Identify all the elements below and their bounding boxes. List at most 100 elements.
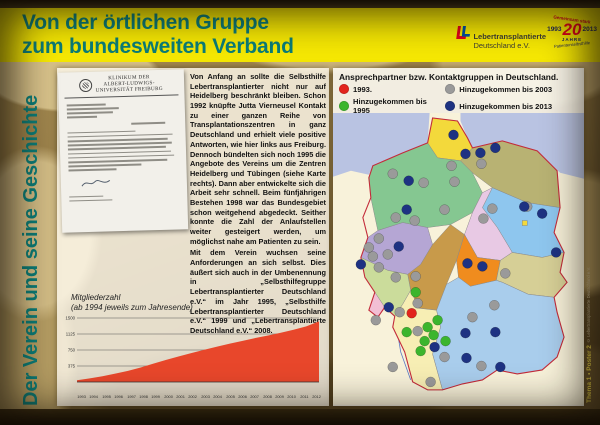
chart-year-label: 2007 (250, 394, 260, 399)
legend-item-blue: Hinzugekommen bis 2013 (445, 97, 578, 115)
poster-number-label: Thema 1 • Poster 2 (586, 345, 593, 403)
chart-year-label: 2008 (262, 394, 272, 399)
contact-dot-green (428, 329, 439, 341)
contact-dot-gray (425, 376, 436, 388)
contact-dot-gray (489, 299, 500, 311)
poster-title: Von der örtlichen Gruppe zum bundesweite… (22, 11, 294, 58)
contact-dot-blue (383, 301, 395, 313)
contact-dot-gray (382, 249, 394, 260)
poster-title-line2: zum bundesweiten Verband (22, 35, 294, 58)
legend-item-gray: Hinzugekommen bis 2003 (445, 84, 578, 94)
contact-dot-gray (449, 176, 460, 187)
chart-x-axis-labels: 1993 1994 1995 1996 1997 1998 1999 2000 2001 2002… (77, 394, 321, 399)
legend-label-gray: Hinzugekommen bis 2003 (459, 84, 553, 94)
map-panel: Ansprechpartner bzw. Kontaktgruppen in D… (333, 68, 584, 406)
legend-dot-red (339, 84, 349, 94)
contact-dot-blue (460, 327, 471, 339)
article-paragraph: Von Anfang an sollte die Selbsthilfe Leb… (190, 72, 326, 246)
copyright-label: © Lebertransplantierte Deutschland e.V. (586, 266, 591, 344)
contact-dot-green (422, 321, 433, 333)
germany-map (333, 113, 584, 405)
contact-dot-gray (394, 306, 405, 318)
contact-dot-gray (409, 215, 420, 226)
contact-dot-gray (478, 213, 489, 224)
badge-jahre: JAHRE (561, 37, 583, 43)
contact-dot-gray (387, 168, 398, 179)
svg-text:750: 750 (68, 348, 76, 353)
contact-dot-gray (412, 298, 423, 309)
chart-year-label: 1997 (126, 394, 136, 399)
svg-text:1500: 1500 (65, 316, 75, 321)
contact-dot-blue (461, 352, 472, 364)
contact-dot-blue (518, 201, 530, 212)
letter-signature (81, 172, 181, 193)
chart-year-label: 1994 (89, 394, 99, 399)
contact-dot-gray (363, 242, 375, 253)
letter-body-lines (65, 129, 180, 172)
contact-dot-blue (401, 204, 412, 215)
article-paragraph: Mit dem Verein wuchsen seine Anforderung… (190, 248, 326, 335)
chart-year-label: 1993 (77, 394, 86, 399)
legend-item-red: 1993. (339, 84, 445, 94)
contact-dot-blue (477, 261, 488, 272)
legend-label-blue: Hinzugekommen bis 2013 (459, 101, 553, 111)
contact-dot-gray (487, 203, 498, 214)
svg-text:375: 375 (68, 364, 76, 369)
legend-dot-green (339, 101, 349, 111)
chart-year-label: 2003 (200, 394, 210, 399)
contact-dot-gray (476, 158, 487, 170)
chart-year-label: 2010 (287, 394, 297, 399)
header-band: Von der örtlichen Gruppe zum bundesweite… (0, 8, 600, 62)
chart-title: Mitgliederzahl (71, 293, 121, 302)
membership-chart: Mitgliederzahl (ab 1994 jeweils zum Jahr… (63, 291, 323, 401)
badge-year-right: 2013 (582, 26, 597, 34)
baltic-sea (460, 113, 584, 179)
contact-dot-gray (476, 360, 487, 372)
germany-border (360, 117, 568, 391)
svg-text:1125: 1125 (66, 332, 76, 337)
contact-dot-gray (410, 271, 421, 282)
contact-dot-blue (550, 247, 562, 258)
berlin-marker (522, 220, 528, 226)
legend-dot-gray (445, 84, 456, 94)
map-legend-title: Ansprechpartner bzw. Kontaktgruppen in D… (339, 72, 559, 82)
chart-year-label: 2002 (188, 394, 198, 399)
contact-dot-blue (355, 259, 367, 270)
contact-dot-blue (536, 208, 548, 219)
contact-dot-gray (467, 311, 478, 323)
contact-dot-gray (373, 262, 385, 273)
contact-dot-blue (429, 341, 440, 353)
contact-dot-gray (367, 251, 379, 262)
contact-dot-green (410, 287, 421, 298)
chart-year-label: 1996 (114, 394, 124, 399)
chart-subtitle: (ab 1994 jeweils zum Jahresende) (71, 302, 193, 312)
contact-dot-green (432, 314, 443, 326)
org-name-line2: Deutschland e.V. (473, 40, 530, 50)
letter-date-line (65, 121, 179, 126)
chart-year-label: 2004 (213, 394, 223, 399)
side-vertical-title: Der Verein und seine Geschichte (20, 94, 42, 406)
legend-label-green: Hinzugekommen bis 1995 (353, 97, 427, 115)
anniversary-badge: Gemeinsam stark 1993 20 2013 JAHRE Patie… (547, 14, 597, 57)
footer-credit: Thema 1 • Poster 2 © Lebertransplantiert… (586, 233, 593, 403)
chart-year-label: 1999 (151, 394, 161, 399)
letterhead: KLINIKUM DER ALBERT-LUDWIGS- UNIVERSITÄT… (63, 74, 179, 99)
contact-dot-gray (439, 351, 450, 363)
org-logo-icon (456, 25, 471, 39)
north-sea (333, 113, 430, 177)
letter-sender-lines (67, 193, 181, 202)
contact-dot-red (406, 307, 417, 319)
legend-label-red: 1993. (353, 84, 373, 94)
contact-dot-gray (390, 212, 401, 223)
contact-dot-gray (500, 268, 511, 279)
contact-dot-blue (462, 258, 473, 269)
contact-dot-blue (475, 147, 486, 159)
contact-dot-gray (439, 204, 450, 215)
contact-dot-blue (403, 175, 414, 186)
article-text: Von Anfang an sollte die Selbsthilfe Leb… (190, 72, 326, 338)
contact-dot-green (440, 335, 451, 347)
legend-dot-blue (445, 101, 456, 111)
contact-dot-blue (490, 326, 501, 338)
contact-dot-gray (387, 361, 398, 373)
freiburg-letter: KLINIKUM DER ALBERT-LUDWIGS- UNIVERSITÄT… (57, 69, 189, 233)
